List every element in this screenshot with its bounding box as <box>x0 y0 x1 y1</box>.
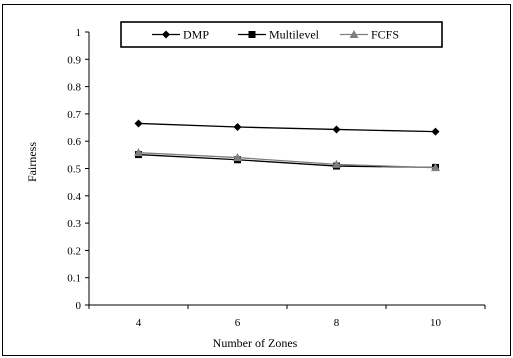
series-layer <box>134 119 440 172</box>
y-tick-label: 0.8 <box>67 82 81 94</box>
x-axis-title: Number of Zones <box>213 336 298 350</box>
legend-label: Multilevel <box>269 28 320 42</box>
point-marker-triangle <box>332 159 341 168</box>
point-marker-diamond <box>431 127 440 136</box>
series-line <box>138 153 436 169</box>
legend-item-multilevel: Multilevel <box>238 28 320 42</box>
chart-frame <box>2 4 511 356</box>
series-line <box>138 152 436 169</box>
legend-item-dmp: DMP <box>152 28 209 42</box>
y-tick-label: 0.7 <box>67 109 81 121</box>
point-marker-triangle <box>349 30 359 38</box>
series-fcfs <box>134 148 440 172</box>
axes: 0 0.1 0.2 0.3 0.4 0.5 0.6 0.7 0.8 0.9 1 4 6 8 10 <box>67 27 486 329</box>
legend-label: DMP <box>183 28 209 42</box>
point-marker-diamond <box>332 125 341 134</box>
legend-item-fcfs: FCFS <box>340 28 399 42</box>
point-marker-diamond <box>134 119 143 128</box>
point-marker-diamond <box>233 123 242 132</box>
x-tick-label: 4 <box>136 317 142 329</box>
x-tick-label: 10 <box>430 317 442 329</box>
point-marker-triangle <box>134 148 143 157</box>
legend: DMP Multilevel FCFS <box>120 21 443 48</box>
y-tick-label: 1 <box>76 27 82 39</box>
y-tick-label: 0.9 <box>67 54 81 66</box>
x-tick-label: 6 <box>235 317 241 329</box>
y-tick-label: 0.3 <box>67 218 81 230</box>
y-tick-label: 0.5 <box>67 164 81 176</box>
y-tick-label: 0 <box>76 300 82 312</box>
series-line <box>138 122 436 133</box>
point-marker-triangle <box>233 153 242 162</box>
y-tick-label: 0.6 <box>67 136 81 148</box>
point-marker-diamond <box>162 30 170 39</box>
legend-label: FCFS <box>371 28 399 42</box>
y-tick-label: 0.4 <box>67 191 81 203</box>
series-dmp <box>134 119 440 136</box>
y-tick-label: 0.1 <box>67 273 81 285</box>
point-marker-square <box>248 31 256 38</box>
point-marker-triangle <box>431 163 440 172</box>
y-tick-label: 0.2 <box>67 245 81 257</box>
y-axis-title: Fairness <box>25 142 39 182</box>
x-tick-label: 8 <box>334 317 340 329</box>
